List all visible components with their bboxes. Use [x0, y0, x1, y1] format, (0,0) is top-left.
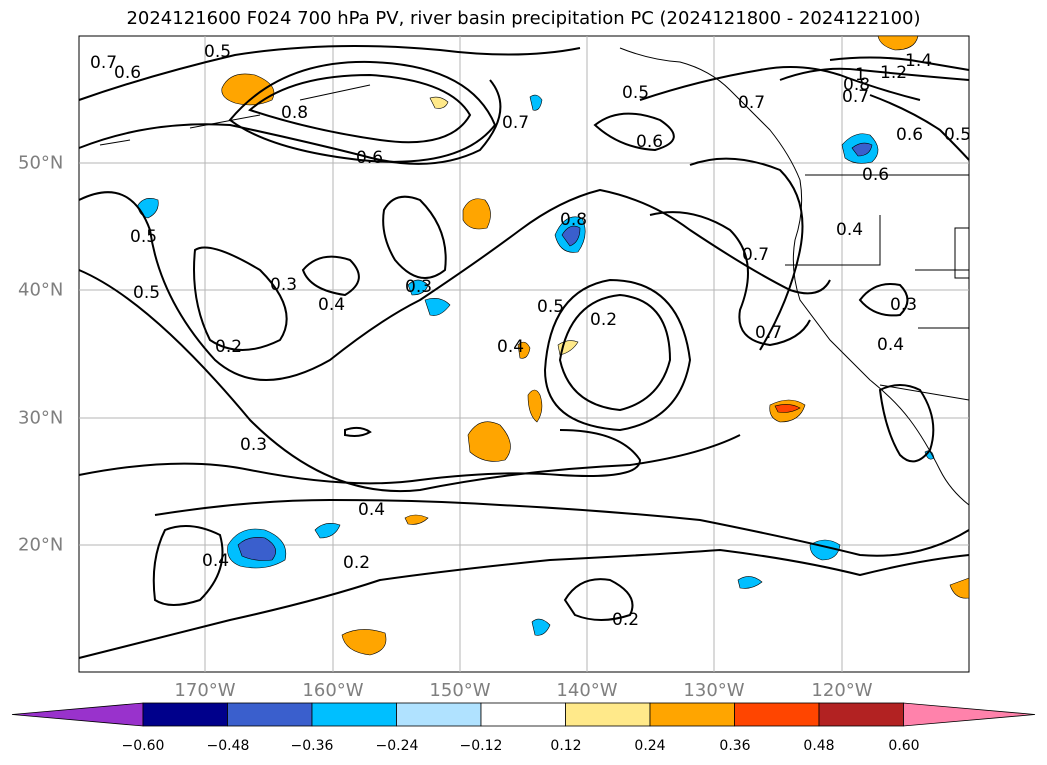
- contour-label: 0.2: [215, 337, 242, 357]
- colorbar-segment: [565, 702, 651, 727]
- contour-label: 0.4: [877, 335, 904, 355]
- colorbar-tick-label: −0.36: [290, 738, 334, 754]
- colorbar-segment: [396, 702, 482, 727]
- contour-label: 0.3: [270, 275, 297, 295]
- colorbar-segment: [311, 702, 397, 727]
- longitude-label: 120°W: [811, 680, 873, 701]
- contour-label: 0.5: [537, 297, 564, 317]
- colorbar-segment: [649, 702, 735, 727]
- colorbar-segment: [818, 702, 904, 727]
- contour-label: 0.4: [202, 551, 229, 571]
- contour-labels: 0.7 0.6 0.5 0.8 0.6 0.7 0.5 0.6 0.7 1.4 …: [90, 42, 971, 630]
- latitude-label: 20°N: [18, 534, 64, 556]
- contour-label: 0.2: [612, 610, 639, 630]
- contour-label: 0.8: [281, 103, 308, 123]
- contour-label: 0.3: [890, 295, 917, 315]
- colorbar-tick-label: −0.12: [459, 738, 503, 754]
- pv-contours: [78, 45, 970, 659]
- contour-label: 0.7: [502, 113, 529, 133]
- colorbar-segment: [480, 702, 566, 727]
- latitude-label: 30°N: [18, 407, 64, 429]
- contour-label: 0.7: [742, 245, 769, 265]
- colorbar-tick-label: 0.12: [550, 738, 582, 754]
- contour-label: 0.5: [204, 42, 231, 62]
- contour-label: 0.6: [636, 132, 663, 152]
- contour-label: 0.7: [755, 323, 782, 343]
- colorbar-extend-max: [903, 702, 1036, 727]
- contour-label: 0.6: [356, 148, 383, 168]
- longitude-label: 170°W: [174, 680, 236, 701]
- contour-label: 0.4: [836, 220, 863, 240]
- contour-label: 0.5: [944, 125, 971, 145]
- contour-label: 1.2: [880, 63, 907, 83]
- longitude-label: 140°W: [556, 680, 618, 701]
- colorbar-segment: [227, 702, 313, 727]
- colorbar-extend-min: [11, 702, 144, 727]
- contour-label: 1: [855, 65, 866, 85]
- contour-label: 0.8: [843, 75, 870, 95]
- colorbar-tick-label: −0.60: [121, 738, 165, 754]
- coastlines: [99, 47, 970, 506]
- contour-label: 0.8: [560, 210, 587, 230]
- map-title: 2024121600 F024 700 hPa PV, river basin …: [126, 8, 921, 29]
- colorbar-tick-label: 0.24: [634, 738, 666, 754]
- longitude-label: 130°W: [683, 680, 745, 701]
- colorbar-tick-label: −0.24: [375, 738, 419, 754]
- colorbar-tick-label: 0.60: [888, 738, 920, 754]
- contour-label: 0.7: [90, 53, 117, 73]
- contour-label: 0.5: [622, 83, 649, 103]
- contour-label: 0.5: [130, 227, 157, 247]
- colorbar-tick-label: −0.48: [206, 738, 250, 754]
- contour-label: 0.6: [114, 63, 141, 83]
- contour-label: 0.3: [405, 277, 432, 297]
- precip-shading: [137, 35, 970, 656]
- contour-label: 0.3: [240, 435, 267, 455]
- colorbar-segment: [734, 702, 820, 727]
- longitude-label: 160°W: [302, 680, 364, 701]
- latitude-label: 40°N: [18, 279, 64, 301]
- contour-label: 0.4: [358, 500, 385, 520]
- longitude-label: 150°W: [429, 680, 491, 701]
- latitude-label: 50°N: [18, 152, 64, 174]
- contour-label: 0.2: [590, 310, 617, 330]
- contour-label: 1.4: [905, 51, 932, 71]
- contour-label: 0.4: [497, 337, 524, 357]
- contour-label: 0.6: [862, 165, 889, 185]
- contour-label: 0.7: [842, 87, 869, 107]
- colorbar-segment: [142, 702, 228, 727]
- contour-label: 0.5: [133, 283, 160, 303]
- contour-label: 0.6: [896, 125, 923, 145]
- colorbar-tick-label: 0.36: [719, 738, 751, 754]
- contour-label: 0.7: [738, 93, 765, 113]
- contour-label: 0.2: [343, 553, 370, 573]
- contour-label: 0.4: [318, 295, 345, 315]
- colorbar-tick-label: 0.48: [803, 738, 835, 754]
